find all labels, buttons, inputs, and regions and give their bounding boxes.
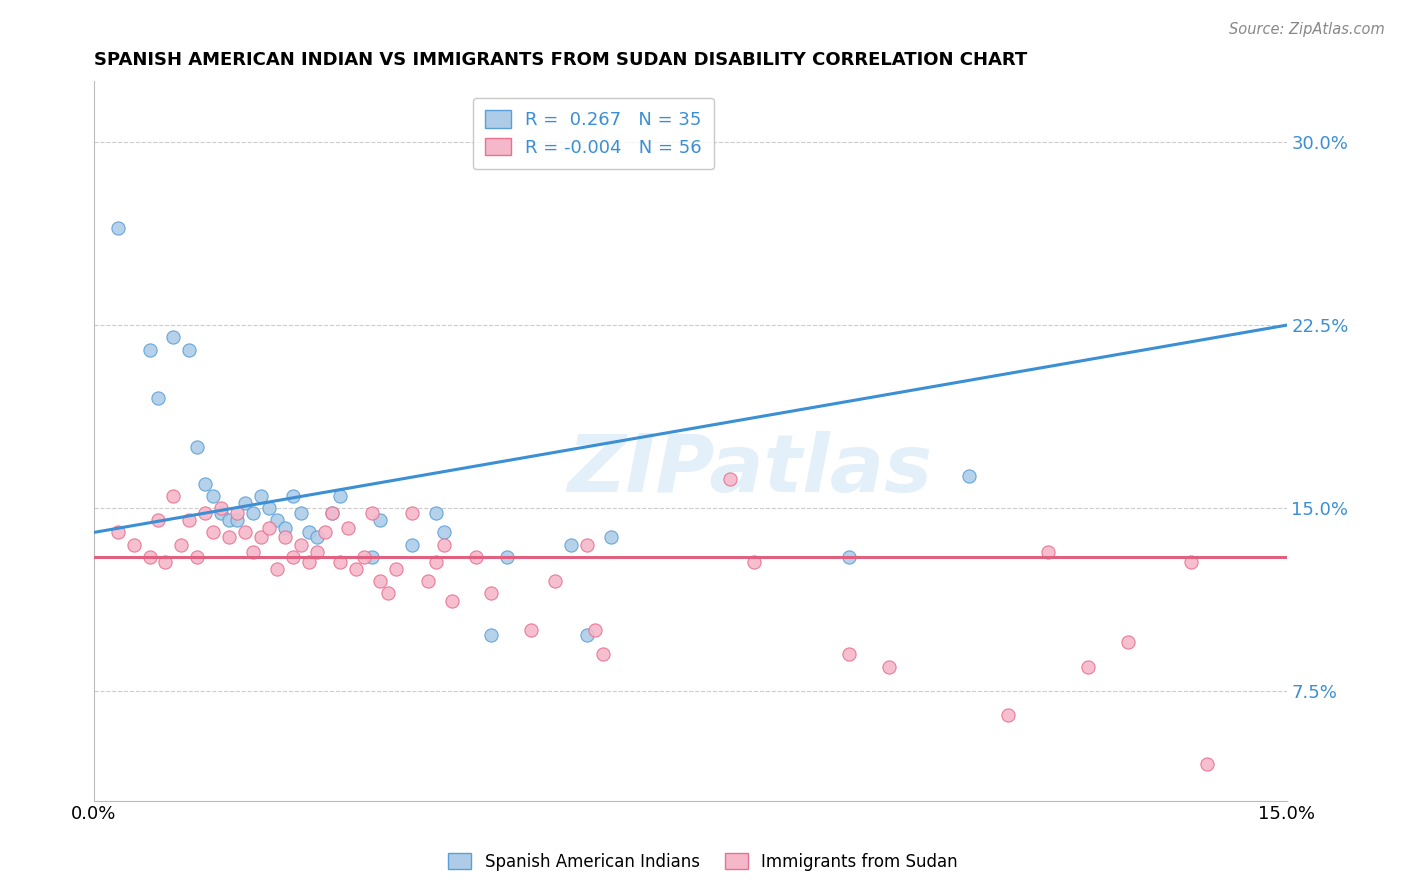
- Point: [742, 555, 765, 569]
- Point: [194, 506, 217, 520]
- Point: [321, 506, 343, 520]
- Point: [401, 538, 423, 552]
- Point: [575, 628, 598, 642]
- Point: [329, 489, 352, 503]
- Point: [162, 489, 184, 503]
- Point: [233, 496, 256, 510]
- Point: [218, 513, 240, 527]
- Point: [297, 525, 319, 540]
- Point: [583, 623, 606, 637]
- Point: [170, 538, 193, 552]
- Point: [344, 562, 367, 576]
- Point: [305, 530, 328, 544]
- Point: [242, 506, 264, 520]
- Point: [425, 555, 447, 569]
- Point: [368, 574, 391, 589]
- Point: [155, 555, 177, 569]
- Point: [353, 549, 375, 564]
- Point: [250, 530, 273, 544]
- Point: [361, 549, 384, 564]
- Point: [274, 520, 297, 534]
- Point: [361, 506, 384, 520]
- Point: [138, 549, 160, 564]
- Point: [416, 574, 439, 589]
- Point: [107, 220, 129, 235]
- Point: [838, 648, 860, 662]
- Point: [314, 525, 336, 540]
- Point: [877, 659, 900, 673]
- Point: [957, 469, 980, 483]
- Point: [433, 525, 456, 540]
- Point: [250, 489, 273, 503]
- Point: [281, 489, 304, 503]
- Point: [481, 628, 503, 642]
- Point: [233, 525, 256, 540]
- Point: [464, 549, 486, 564]
- Point: [1116, 635, 1139, 649]
- Point: [218, 530, 240, 544]
- Point: [997, 708, 1019, 723]
- Point: [107, 525, 129, 540]
- Point: [274, 530, 297, 544]
- Point: [377, 586, 399, 600]
- Point: [242, 545, 264, 559]
- Point: [209, 506, 232, 520]
- Legend: Spanish American Indians, Immigrants from Sudan: Spanish American Indians, Immigrants fro…: [440, 845, 966, 880]
- Point: [266, 513, 288, 527]
- Text: Source: ZipAtlas.com: Source: ZipAtlas.com: [1229, 22, 1385, 37]
- Point: [202, 489, 225, 503]
- Point: [321, 506, 343, 520]
- Point: [162, 330, 184, 344]
- Point: [425, 506, 447, 520]
- Point: [297, 555, 319, 569]
- Point: [138, 343, 160, 357]
- Point: [146, 392, 169, 406]
- Point: [433, 538, 456, 552]
- Point: [122, 538, 145, 552]
- Point: [592, 648, 614, 662]
- Point: [599, 530, 621, 544]
- Point: [385, 562, 408, 576]
- Point: [718, 472, 741, 486]
- Point: [226, 513, 249, 527]
- Point: [257, 520, 280, 534]
- Point: [209, 501, 232, 516]
- Point: [179, 343, 201, 357]
- Point: [179, 513, 201, 527]
- Text: ZIPatlas: ZIPatlas: [568, 431, 932, 508]
- Point: [186, 549, 208, 564]
- Point: [1197, 757, 1219, 772]
- Point: [281, 549, 304, 564]
- Point: [1077, 659, 1099, 673]
- Point: [440, 593, 463, 607]
- Point: [1036, 545, 1059, 559]
- Legend: R =  0.267   N = 35, R = -0.004   N = 56: R = 0.267 N = 35, R = -0.004 N = 56: [472, 97, 714, 169]
- Point: [496, 549, 519, 564]
- Point: [401, 506, 423, 520]
- Text: SPANISH AMERICAN INDIAN VS IMMIGRANTS FROM SUDAN DISABILITY CORRELATION CHART: SPANISH AMERICAN INDIAN VS IMMIGRANTS FR…: [94, 51, 1028, 69]
- Point: [520, 623, 543, 637]
- Point: [337, 520, 360, 534]
- Point: [305, 545, 328, 559]
- Point: [368, 513, 391, 527]
- Point: [290, 538, 312, 552]
- Point: [560, 538, 582, 552]
- Point: [194, 476, 217, 491]
- Point: [838, 549, 860, 564]
- Point: [257, 501, 280, 516]
- Point: [202, 525, 225, 540]
- Point: [544, 574, 567, 589]
- Point: [1180, 555, 1202, 569]
- Point: [575, 538, 598, 552]
- Point: [146, 513, 169, 527]
- Point: [290, 506, 312, 520]
- Point: [329, 555, 352, 569]
- Point: [186, 440, 208, 454]
- Point: [266, 562, 288, 576]
- Point: [226, 506, 249, 520]
- Point: [481, 586, 503, 600]
